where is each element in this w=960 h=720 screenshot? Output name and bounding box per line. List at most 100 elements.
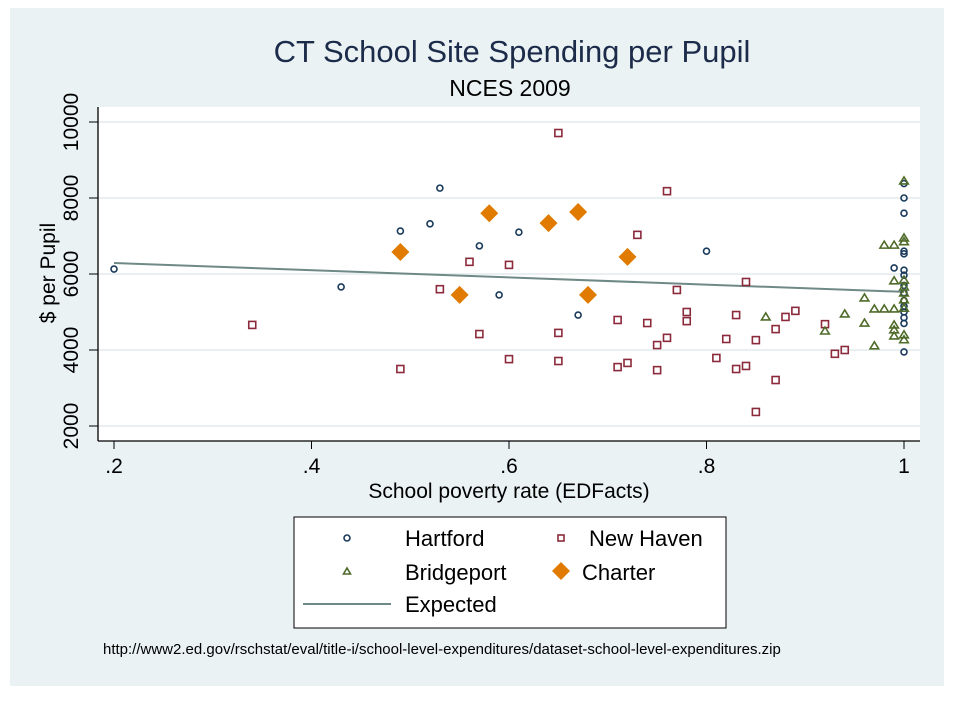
point-newhaven: [840, 345, 850, 355]
point-hartford: [495, 291, 503, 299]
x-tick-label: .8: [698, 455, 716, 478]
chart-subtitle: NCES 2009: [449, 75, 570, 101]
point-hartford: [900, 348, 908, 356]
point-hartford: [890, 264, 898, 272]
x-tick-label: 1: [898, 455, 910, 478]
point-newhaven: [435, 284, 445, 294]
legend-newhaven-marker-icon: [557, 534, 565, 542]
point-bridgeport: [858, 317, 871, 327]
y-tick-label: 6000: [60, 251, 83, 298]
point-charter: [569, 203, 588, 222]
chart-title: CT School Site Spending per Pupil: [274, 34, 751, 69]
point-bridgeport: [888, 239, 900, 249]
points-layer: [110, 128, 910, 417]
legend-bridgeport-marker-icon: [342, 566, 352, 575]
point-newhaven: [554, 356, 563, 366]
point-newhaven: [751, 407, 761, 417]
legend-hartford-label: Hartford: [405, 526, 484, 551]
point-newhaven: [682, 316, 692, 326]
point-hartford: [900, 194, 908, 202]
point-newhaven: [554, 328, 563, 338]
point-newhaven: [613, 315, 622, 325]
point-hartford: [436, 184, 444, 192]
point-bridgeport: [898, 329, 910, 339]
point-bridgeport: [858, 292, 871, 302]
point-bridgeport: [898, 232, 910, 242]
point-hartford: [900, 271, 908, 279]
x-tick-label: .2: [105, 455, 123, 478]
legend-box: [293, 516, 727, 629]
point-bridgeport: [819, 325, 831, 335]
y-tick-label: 10000: [60, 93, 83, 151]
point-bridgeport: [888, 303, 900, 313]
point-newhaven: [771, 375, 780, 385]
y-tick-label: 4000: [60, 327, 83, 374]
legend-bridgeport-label: Bridgeport: [405, 560, 507, 585]
point-newhaven: [652, 340, 662, 350]
point-hartford: [337, 283, 345, 291]
legend-hartford-marker-icon: [343, 534, 351, 542]
point-newhaven: [633, 230, 642, 240]
x-tick-label: .6: [500, 455, 518, 478]
expected-line-layer: [113, 261, 905, 293]
point-bridgeport: [888, 319, 900, 329]
point-hartford: [475, 242, 484, 250]
point-charter: [480, 204, 499, 223]
point-bridgeport: [888, 330, 900, 340]
point-bridgeport: [868, 340, 881, 350]
legend: Hartford New Haven Bridgeport Charter Ex…: [293, 516, 727, 629]
point-newhaven: [613, 362, 622, 372]
point-newhaven: [475, 329, 484, 339]
point-bridgeport: [898, 302, 910, 313]
point-newhaven: [623, 358, 632, 368]
point-newhaven: [504, 354, 514, 364]
point-newhaven: [465, 257, 474, 267]
point-newhaven: [642, 318, 652, 328]
point-charter: [618, 247, 637, 266]
point-newhaven: [741, 361, 751, 371]
point-newhaven: [731, 310, 741, 320]
point-bridgeport: [878, 303, 890, 313]
legend-charter-marker-icon: [552, 562, 570, 580]
point-newhaven: [672, 285, 682, 295]
point-bridgeport: [868, 303, 881, 313]
point-hartford: [574, 311, 582, 319]
point-newhaven: [731, 364, 741, 374]
point-newhaven: [247, 320, 257, 330]
axes: 2000 4000 6000 8000 10000 .2 .4 .6 .8 1: [60, 93, 920, 478]
point-hartford: [900, 319, 908, 328]
point-newhaven: [554, 128, 563, 138]
point-bridgeport: [888, 275, 900, 285]
point-newhaven: [781, 312, 790, 322]
point-newhaven: [771, 324, 780, 334]
point-hartford: [900, 209, 908, 217]
point-newhaven: [504, 260, 514, 270]
point-bridgeport: [760, 311, 772, 321]
point-hartford: [900, 266, 908, 275]
point-newhaven: [662, 186, 672, 196]
point-newhaven: [652, 365, 662, 375]
point-hartford: [702, 247, 711, 255]
point-hartford: [110, 265, 118, 273]
point-bridgeport: [898, 175, 910, 185]
legend-charter-label: Charter: [582, 560, 655, 585]
y-axis-title: $ per Pupil: [37, 223, 60, 323]
point-newhaven: [662, 333, 672, 343]
point-hartford: [396, 227, 405, 235]
point-bridgeport: [898, 236, 910, 246]
point-newhaven: [682, 307, 692, 317]
point-charter: [450, 285, 469, 304]
point-hartford: [426, 220, 434, 228]
point-newhaven: [721, 334, 731, 344]
gridlines: [98, 121, 920, 427]
legend-newhaven-label: New Haven: [589, 526, 703, 551]
point-charter: [579, 285, 597, 304]
point-newhaven: [791, 306, 800, 316]
x-axis-title: School poverty rate (EDFacts): [368, 480, 649, 503]
y-tick-label: 2000: [60, 403, 83, 450]
expected-line: [113, 261, 905, 293]
point-newhaven: [396, 364, 405, 374]
point-newhaven: [830, 349, 840, 359]
point-hartford: [900, 247, 908, 255]
